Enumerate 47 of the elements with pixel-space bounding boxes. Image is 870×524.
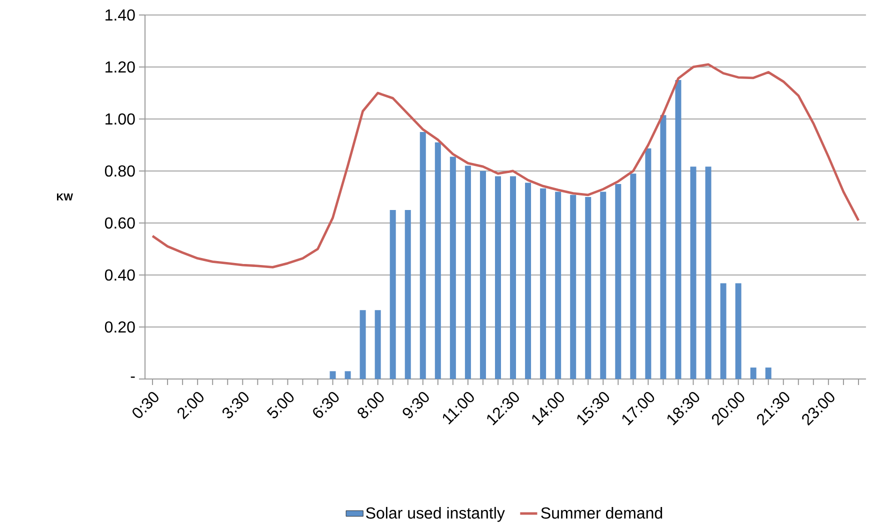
bar bbox=[765, 368, 772, 379]
bar bbox=[570, 194, 576, 379]
bar bbox=[434, 142, 441, 379]
bar bbox=[645, 148, 652, 379]
bar bbox=[420, 132, 426, 379]
bar bbox=[585, 196, 592, 379]
x-tick-label: 3:30 bbox=[222, 392, 249, 418]
bar bbox=[615, 184, 622, 379]
y-tick-label: 1.00 bbox=[106, 113, 135, 125]
bar bbox=[330, 371, 336, 379]
x-tick-label: 8:00 bbox=[358, 392, 384, 418]
y-tick-label: 0.80 bbox=[104, 165, 135, 177]
x-tick-label: 5:00 bbox=[266, 392, 294, 418]
bar bbox=[480, 170, 486, 379]
bar bbox=[600, 192, 606, 379]
bar bbox=[344, 371, 351, 379]
y-tick-label: 1.20 bbox=[106, 61, 135, 73]
x-tick-label: 6:30 bbox=[313, 392, 339, 418]
bar bbox=[390, 210, 396, 379]
bar bbox=[404, 210, 411, 379]
y-axis-title: KW bbox=[56, 194, 73, 200]
bar bbox=[750, 368, 756, 379]
bar bbox=[450, 156, 456, 379]
x-tick-label: 0:30 bbox=[132, 392, 158, 418]
bar bbox=[735, 283, 742, 379]
bar bbox=[525, 182, 532, 379]
bar bbox=[630, 174, 636, 379]
bar bbox=[720, 283, 726, 379]
y-tick-label: 0.60 bbox=[104, 217, 135, 229]
bar bbox=[464, 166, 471, 379]
y-tick-label: 0.40 bbox=[104, 269, 135, 281]
legend-label: Solar used instantly bbox=[366, 506, 505, 522]
bar bbox=[555, 192, 562, 379]
x-tick-label: 9:30 bbox=[402, 392, 429, 418]
bar bbox=[510, 176, 516, 379]
bar bbox=[360, 310, 366, 379]
bar bbox=[705, 166, 712, 379]
y-tick-label: 1.40 bbox=[106, 9, 135, 21]
bar bbox=[690, 166, 696, 379]
bar bbox=[660, 115, 666, 379]
y-tick-label: 0.20 bbox=[104, 321, 135, 333]
bar bbox=[675, 80, 682, 379]
bar bbox=[374, 310, 381, 379]
legend-label: Summer demand bbox=[541, 506, 662, 519]
bar bbox=[494, 176, 501, 379]
y-tick-label: - bbox=[130, 376, 135, 378]
bar bbox=[540, 188, 546, 379]
